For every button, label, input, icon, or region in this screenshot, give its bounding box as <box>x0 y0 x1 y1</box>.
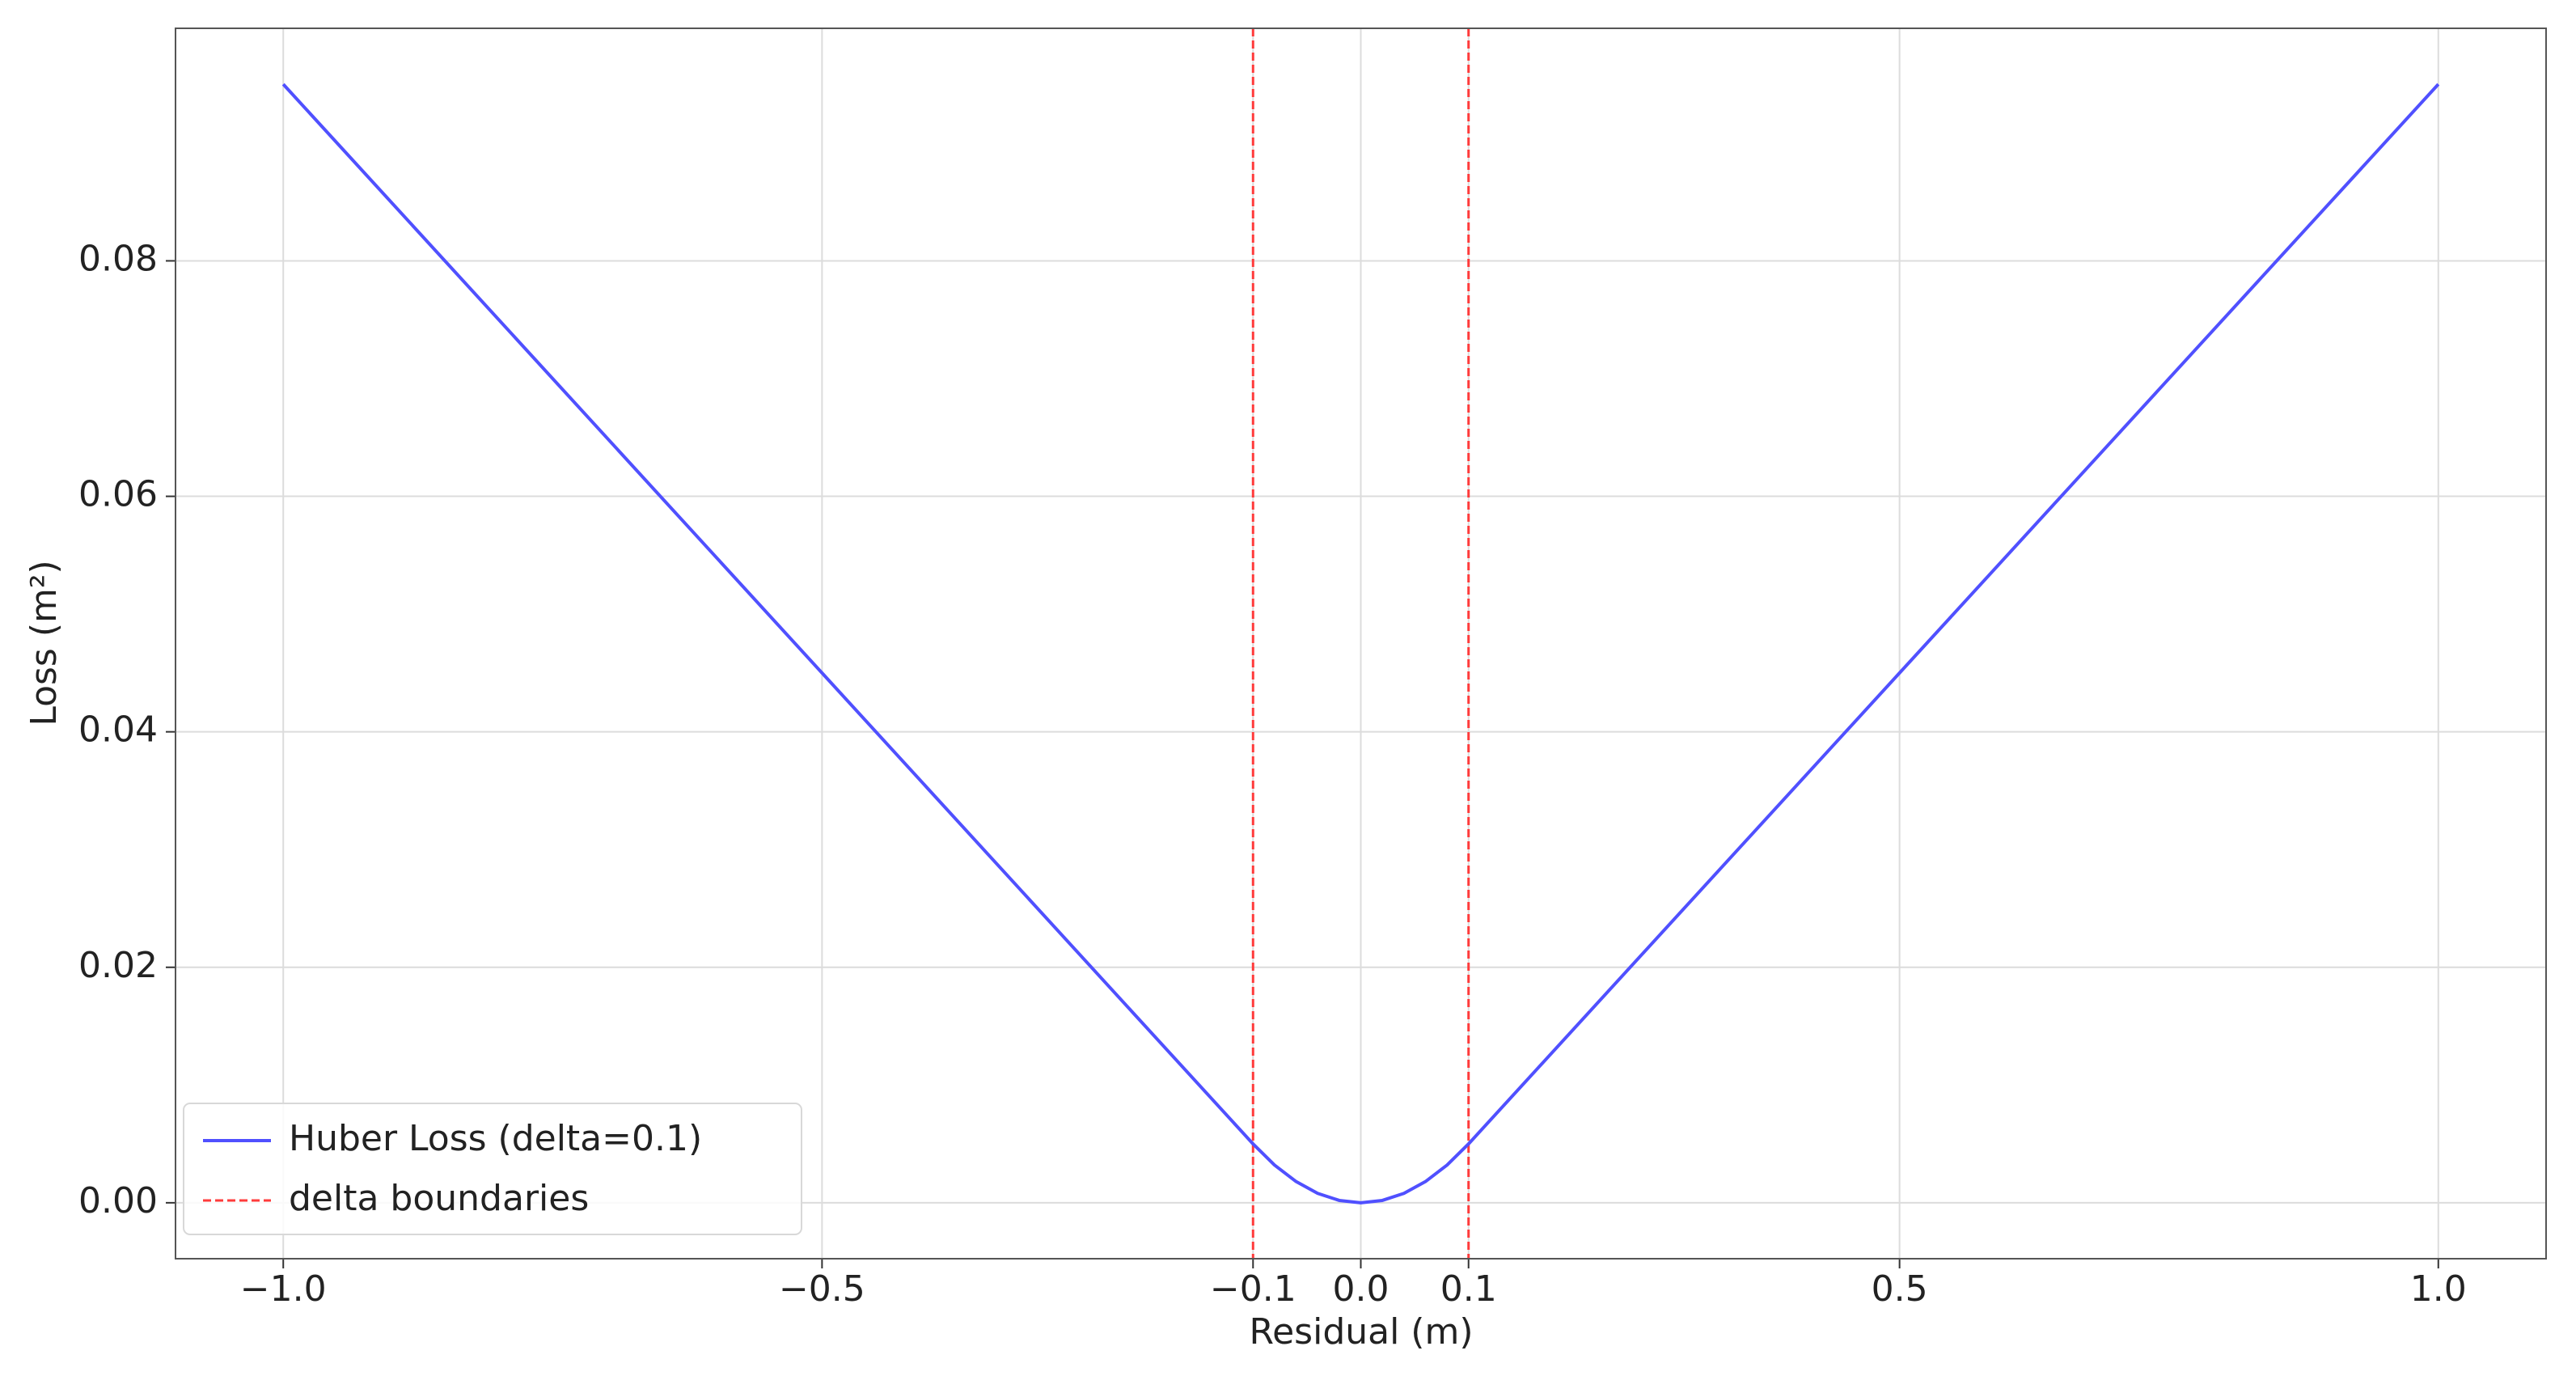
x-tick-label: −0.5 <box>779 1268 865 1310</box>
plot-frame <box>175 28 2547 1260</box>
data-line <box>281 83 2440 1205</box>
y-tick-label: 0.00 <box>78 1180 158 1221</box>
x-tick-label: −0.1 <box>1210 1268 1296 1310</box>
y-tick-label: 0.08 <box>78 238 158 279</box>
x-tick-label: 1.0 <box>2410 1268 2467 1310</box>
x-tick-label: 0.0 <box>1333 1268 1390 1310</box>
y-tick-label: 0.02 <box>78 945 158 986</box>
legend: Huber Loss (delta=0.1) delta boundaries <box>183 1103 802 1235</box>
y-tick-label: 0.06 <box>78 474 158 515</box>
y-tick-label: 0.04 <box>78 709 158 751</box>
x-axis-label: Residual (m) <box>1250 1311 1474 1353</box>
x-tick-label: −1.0 <box>240 1268 327 1310</box>
y-axis-label: Loss (m²) <box>23 560 65 726</box>
x-tick-label: 0.5 <box>1872 1268 1928 1310</box>
legend-box <box>183 1103 802 1235</box>
legend-label: delta boundaries <box>289 1178 589 1219</box>
legend-label: Huber Loss (delta=0.1) <box>289 1118 702 1159</box>
x-tick-label: 0.1 <box>1440 1268 1497 1310</box>
